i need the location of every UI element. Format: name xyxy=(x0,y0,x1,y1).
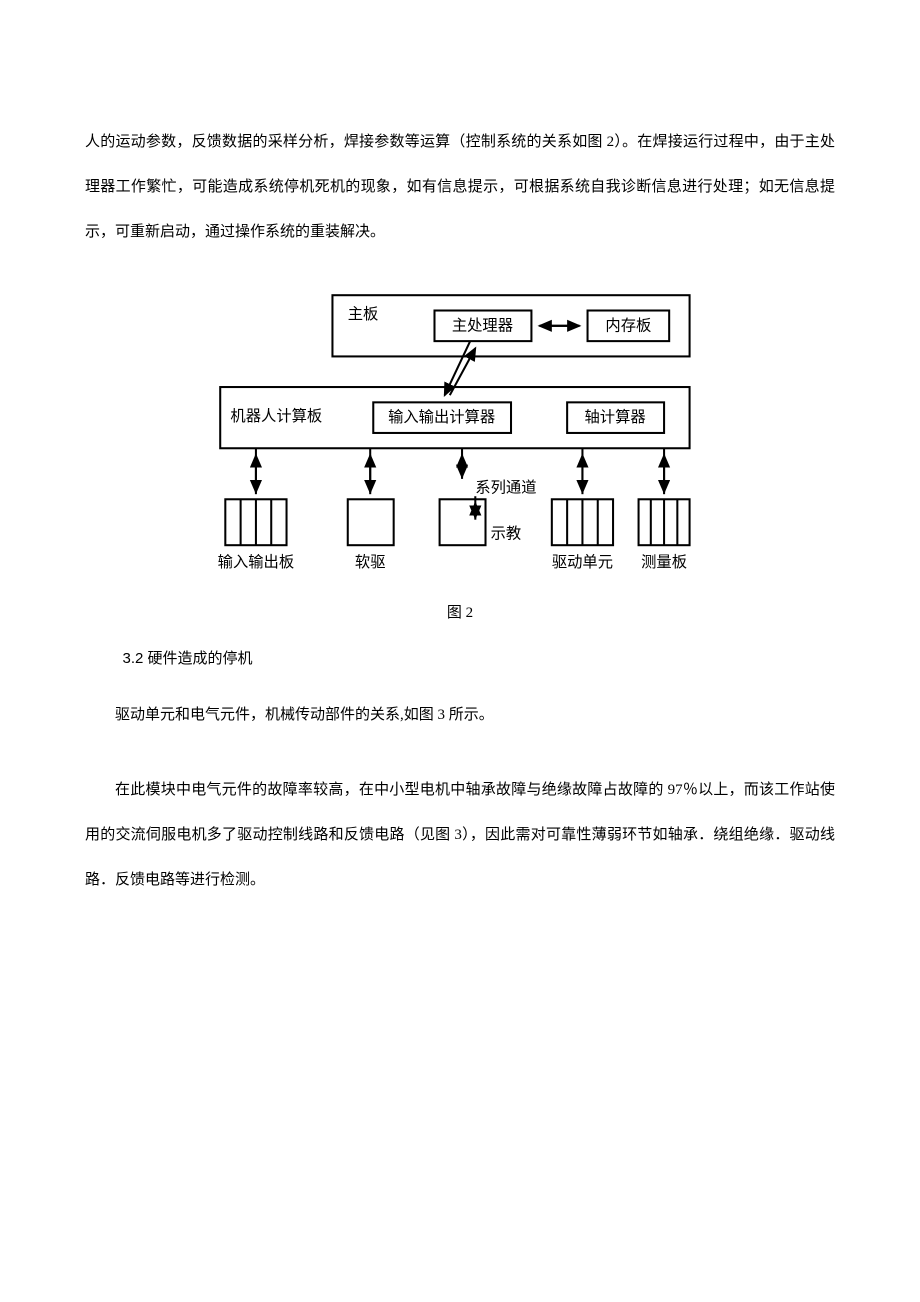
robot-calc-label: 机器人计算板 xyxy=(230,407,322,425)
section-title: 3.2 硬件造成的停机 xyxy=(85,647,835,668)
paragraph-2: 驱动单元和电气元件，机械传动部件的关系,如图 3 所示。 xyxy=(85,693,835,738)
soft-drive-label: 软驱 xyxy=(355,554,386,571)
drive-unit-label: 驱动单元 xyxy=(552,554,613,571)
teach-label: 示教 xyxy=(491,526,522,543)
serial-channel-label: 系列通道 xyxy=(475,480,536,497)
figure-2-diagram: 主板 主处理器 内存板 机器人计算板 输入输出计算器 轴计算器 输入输出板 软驱 xyxy=(210,285,710,622)
paragraph-3: 在此模块中电气元件的故障率较高，在中小型电机中轴承故障与绝缘故障占故障的 97％… xyxy=(85,768,835,903)
measure-board-label: 测量板 xyxy=(641,553,687,571)
paragraph-intro: 人的运动参数，反馈数据的采样分析，焊接参数等运算（控制系统的关系如图 2）。在焊… xyxy=(85,120,835,255)
figure-caption: 图 2 xyxy=(210,601,710,622)
axis-calc-label: 轴计算器 xyxy=(584,408,645,426)
main-processor-label: 主处理器 xyxy=(452,317,513,334)
mainboard-label: 主板 xyxy=(348,305,379,323)
io-board-label: 输入输出板 xyxy=(218,553,294,571)
memory-board-label: 内存板 xyxy=(605,316,651,334)
io-calc-label: 输入输出计算器 xyxy=(388,408,495,426)
